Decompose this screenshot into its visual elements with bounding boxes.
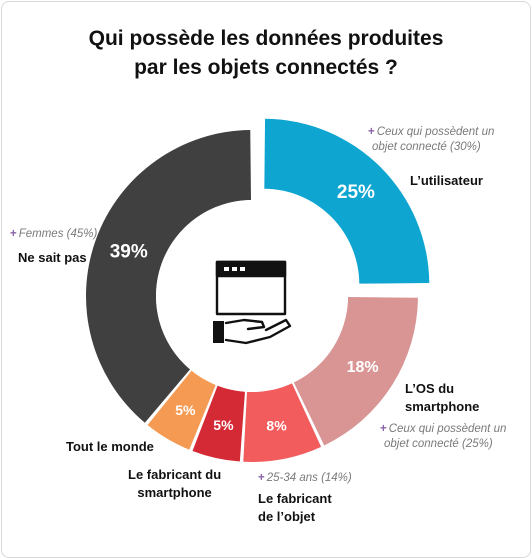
donut-slices xyxy=(86,118,430,463)
slice-value-label-1: 18% xyxy=(347,359,379,376)
label-tout-le-monde: Tout le monde xyxy=(66,439,154,454)
plus-icon: + xyxy=(10,228,17,240)
data-ownership-hand-window-icon xyxy=(213,260,292,345)
label-utilisateur: L’utilisateur xyxy=(410,173,483,188)
slice-value-label-3: 5% xyxy=(213,417,234,433)
label-fab-smart-line-2: smartphone xyxy=(137,485,212,500)
slice-5 xyxy=(86,130,251,423)
note-os-smartphone: + Ceux qui possèdent un objet connecté (2… xyxy=(380,422,506,452)
label-os-line-1: L’OS du xyxy=(405,381,455,396)
note-ne-sait-pas-text: Femmes (45%) xyxy=(18,228,98,240)
donut-value-labels: 25% 18% 8% 5% 5% 39% xyxy=(110,182,379,434)
chart-title: Qui possède les données produites par le… xyxy=(0,24,532,82)
slice-2 xyxy=(243,383,322,463)
note-os-line-2: objet connecté (25%) xyxy=(384,438,493,450)
note-utilisateur-line-1: Ceux qui possèdent un xyxy=(376,126,495,138)
note-fab-objet-text: 25-34 ans (14%) xyxy=(266,472,352,484)
label-fabricant-objet: Le fabricant de l’objet xyxy=(258,490,332,526)
chart-title-line-1: Qui possède les données produites xyxy=(88,27,444,50)
label-fab-objet-line-2: de l’objet xyxy=(258,509,316,524)
note-utilisateur-line-2: objet connecté (30%) xyxy=(372,141,481,153)
slice-value-label-0: 25% xyxy=(337,182,375,203)
plus-icon: + xyxy=(368,126,375,138)
label-fab-objet-line-1: Le fabricant xyxy=(258,491,332,506)
note-ne-sait-pas: + Femmes (45%) xyxy=(10,227,97,242)
slice-value-label-4: 5% xyxy=(175,402,196,418)
label-fabricant-smartphone: Le fabricant du smartphone xyxy=(128,466,221,502)
plus-icon: + xyxy=(258,472,265,484)
slice-3 xyxy=(192,385,245,462)
plus-icon: + xyxy=(380,423,387,435)
note-utilisateur: + Ceux qui possèdent un objet connecté (3… xyxy=(368,125,494,155)
label-ne-sait-pas: Ne sait pas xyxy=(18,250,87,265)
label-os-line-2: smartphone xyxy=(405,399,480,414)
slice-0 xyxy=(264,118,430,284)
note-fabricant-objet: +25-34 ans (14%) xyxy=(258,471,352,486)
slice-1 xyxy=(293,297,418,446)
label-fab-smart-line-1: Le fabricant du xyxy=(128,467,222,482)
note-os-line-1: Ceux qui possèdent un xyxy=(388,423,507,435)
slice-value-label-5: 39% xyxy=(110,242,148,263)
slice-4 xyxy=(147,370,216,450)
chart-title-line-2: par les objets connectés ? xyxy=(134,56,398,79)
slice-value-label-2: 8% xyxy=(266,418,287,434)
label-os-smartphone: L’OS du smartphone xyxy=(405,380,479,416)
